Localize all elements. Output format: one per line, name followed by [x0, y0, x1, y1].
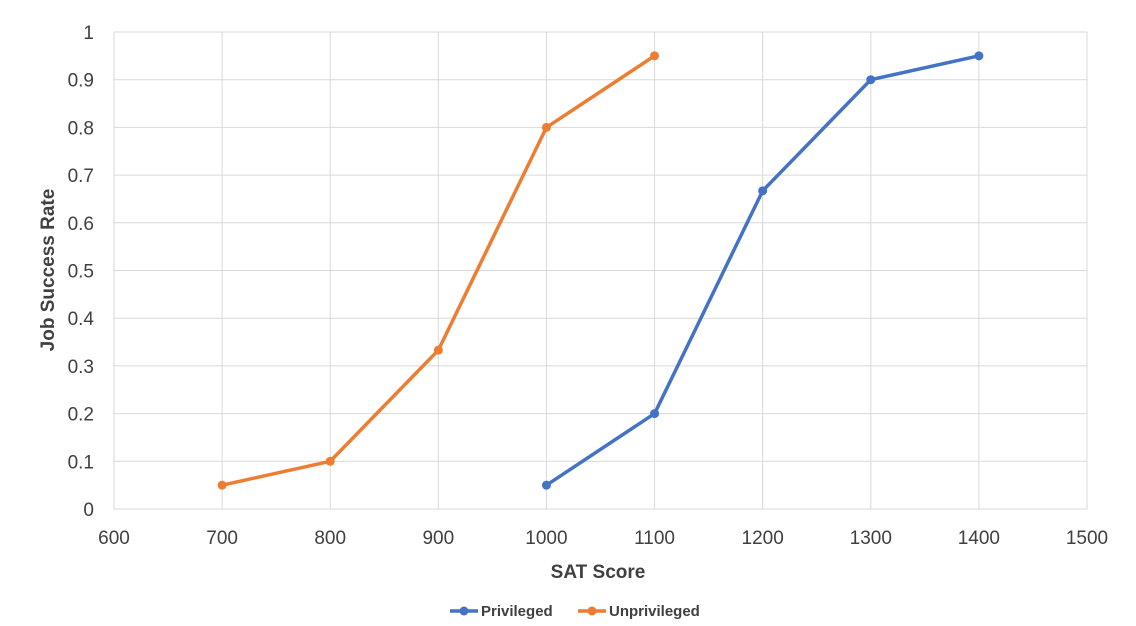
series-layer	[217, 51, 984, 490]
legend-marker-privileged	[459, 606, 469, 616]
y-tick-label: 0.9	[68, 71, 94, 92]
legend: Privileged Unprivileged	[450, 603, 700, 620]
x-tick-label: 1400	[958, 528, 1000, 549]
gridlines	[113, 31, 1088, 510]
data-point-privileged	[758, 186, 768, 196]
data-point-unprivileged	[325, 456, 335, 466]
x-tick-label: 600	[98, 528, 130, 549]
data-point-privileged	[650, 409, 660, 419]
y-tick-label: 0.3	[68, 357, 94, 378]
x-axis-title: SAT Score	[551, 562, 646, 583]
data-point-privileged	[866, 75, 876, 85]
series-privileged	[541, 51, 984, 490]
x-tick-label: 1100	[634, 528, 675, 549]
y-tick-label: 0.7	[68, 166, 94, 187]
legend-label-privileged: Privileged	[481, 603, 553, 620]
data-point-unprivileged	[541, 122, 551, 132]
y-axis-title: Job Success Rate	[38, 189, 59, 352]
y-tick-label: 0.8	[68, 118, 94, 139]
y-tick-label: 1	[83, 23, 94, 44]
tick-labels: 600 700 800 900 1000 1100 1200 1300 1400 1500 0 0.1…	[68, 23, 1109, 549]
data-point-privileged	[974, 51, 984, 61]
x-tick-label: 1200	[742, 528, 784, 549]
x-tick-label: 800	[314, 528, 346, 549]
y-tick-label: 0	[83, 500, 94, 521]
series-unprivileged	[217, 51, 660, 490]
legend-label-unprivileged: Unprivileged	[609, 603, 700, 620]
x-tick-label: 1500	[1066, 528, 1108, 549]
legend-item-unprivileged: Unprivileged	[578, 603, 700, 620]
legend-item-privileged: Privileged	[450, 603, 553, 620]
y-tick-label: 0.1	[68, 452, 94, 473]
x-tick-label: 1000	[525, 528, 567, 549]
data-point-unprivileged	[650, 51, 660, 61]
data-point-unprivileged	[217, 480, 227, 490]
x-tick-label: 900	[422, 528, 454, 549]
x-tick-label: 1300	[850, 528, 892, 549]
x-tick-label: 700	[206, 528, 238, 549]
y-tick-label: 0.2	[68, 405, 94, 426]
y-tick-label: 0.5	[68, 262, 94, 283]
y-tick-label: 0.6	[68, 214, 94, 235]
legend-marker-unprivileged	[587, 606, 597, 616]
data-point-unprivileged	[433, 345, 443, 355]
data-point-privileged	[541, 480, 551, 490]
y-tick-label: 0.4	[68, 309, 95, 330]
